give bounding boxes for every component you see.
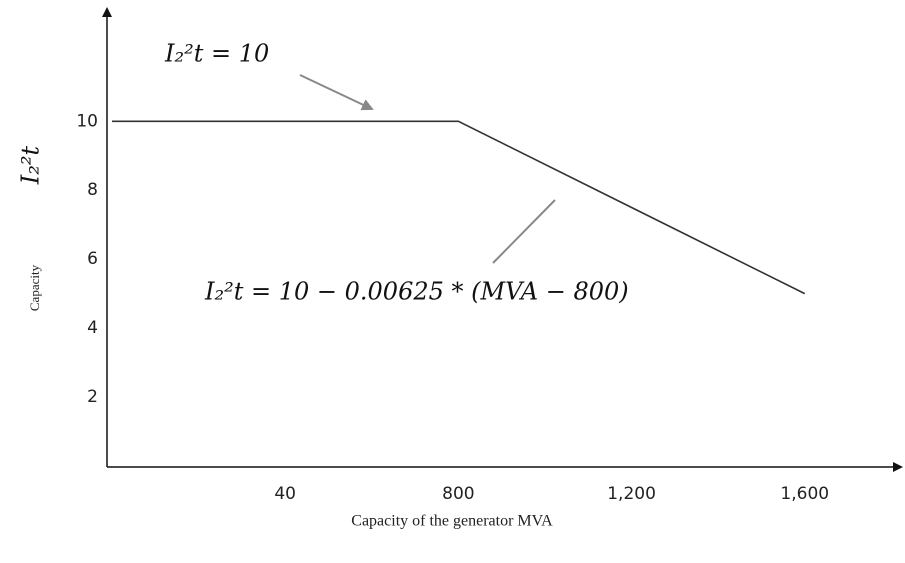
y-axis-label: I₂²t	[17, 145, 45, 185]
x-tick-label: 1,200	[607, 484, 656, 504]
y-tick-label: 4	[87, 318, 98, 338]
x-tick-label: 800	[442, 484, 474, 504]
x-tick-label: 1,600	[780, 484, 829, 504]
y-tick-label: 2	[87, 387, 98, 407]
annotation: I₂²t = 10	[164, 40, 269, 68]
annotation: I₂²t = 10 − 0.00625 * (MVA − 800)	[204, 278, 629, 306]
data-line	[112, 120, 806, 295]
y-tick-label: 8	[87, 180, 98, 200]
y-axis-sublabel: Capacity	[27, 264, 42, 311]
annotation-line	[492, 199, 556, 264]
x-tick-label: 40	[274, 484, 296, 504]
x-axis-label: Capacity of the generator MVA	[351, 513, 553, 530]
y-tick-label: 6	[87, 249, 98, 269]
y-tick-label: 10	[76, 111, 98, 131]
annotation-arrow	[299, 74, 374, 111]
